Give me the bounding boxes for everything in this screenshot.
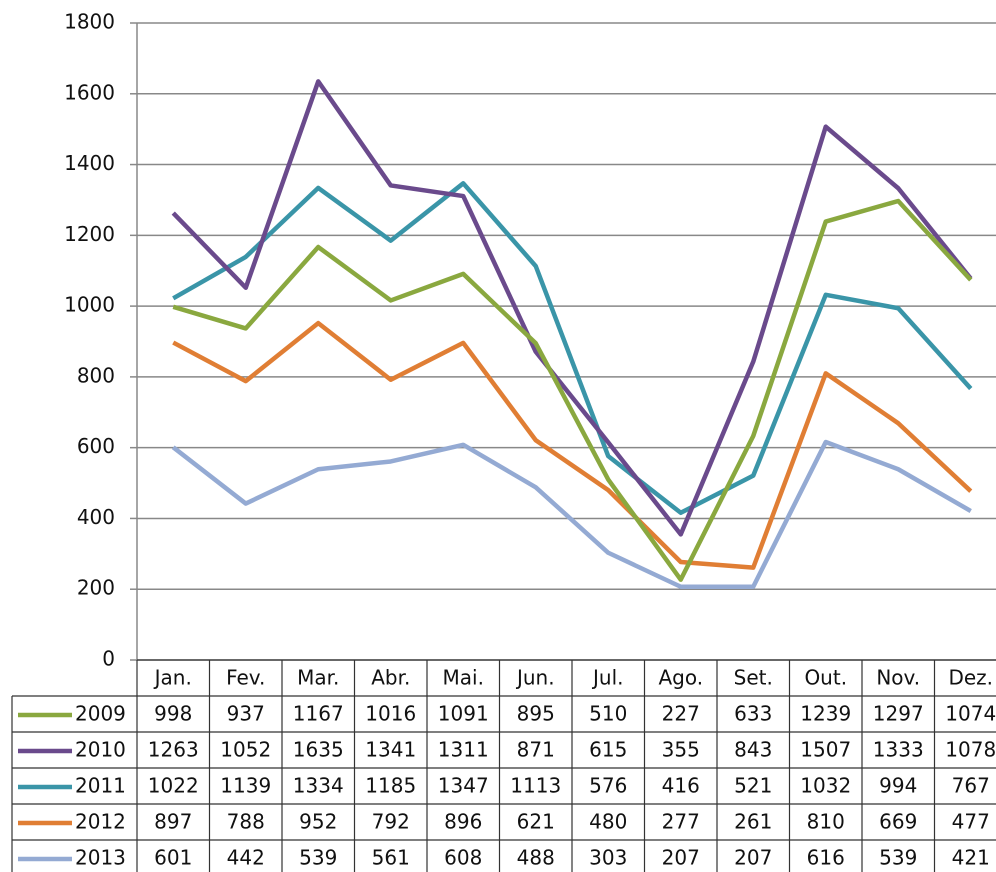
x-tick-label: Mar. [297, 666, 339, 690]
table-value: 1016 [365, 702, 416, 726]
table-value: 1139 [220, 774, 271, 798]
table-value: 1341 [365, 738, 416, 762]
legend-label: 2009 [75, 702, 126, 726]
table-value: 937 [227, 702, 265, 726]
table-value: 277 [662, 810, 700, 834]
table-value: 621 [517, 810, 555, 834]
x-tick-label: Mai. [443, 666, 484, 690]
x-tick-label: Fev. [226, 666, 265, 690]
table-value: 1507 [800, 738, 851, 762]
x-tick-label: Nov. [876, 666, 920, 690]
table-value: 416 [662, 774, 700, 798]
series-line [171, 439, 972, 589]
table-value: 521 [734, 774, 772, 798]
x-tick-label: Jun. [515, 666, 555, 690]
table-value: 1297 [873, 702, 924, 726]
table-value: 355 [662, 738, 700, 762]
table-value: 1185 [365, 774, 416, 798]
x-tick-label: Abr. [371, 666, 410, 690]
y-tick-label: 1400 [64, 151, 115, 175]
table-value: 539 [299, 846, 337, 870]
table-value: 1334 [293, 774, 344, 798]
table-value: 871 [517, 738, 555, 762]
y-tick-label: 1800 [64, 10, 115, 34]
table-value: 767 [952, 774, 990, 798]
table-value: 895 [517, 702, 555, 726]
table-value: 488 [517, 846, 555, 870]
table-value: 896 [444, 810, 482, 834]
table-value: 227 [662, 702, 700, 726]
table-value: 1022 [148, 774, 199, 798]
table-value: 994 [879, 774, 917, 798]
series-line [172, 181, 973, 516]
table-value: 601 [154, 846, 192, 870]
table-value: 1167 [293, 702, 344, 726]
table-value: 442 [227, 846, 265, 870]
table-value: 608 [444, 846, 482, 870]
series-line [172, 320, 973, 570]
table-value: 1333 [873, 738, 924, 762]
table-value: 261 [734, 810, 772, 834]
table-value: 616 [807, 846, 845, 870]
y-tick-label: 1000 [64, 293, 115, 317]
legend-label: 2012 [75, 810, 126, 834]
table-value: 1078 [945, 738, 996, 762]
x-tick-label: Ago. [658, 666, 703, 690]
series-line [171, 79, 973, 537]
table-value: 1263 [148, 738, 199, 762]
table-value: 421 [952, 846, 990, 870]
table-value: 669 [879, 810, 917, 834]
table-value: 539 [879, 846, 917, 870]
table-value: 952 [299, 810, 337, 834]
table-value: 561 [372, 846, 410, 870]
y-tick-label: 800 [77, 363, 115, 387]
legend-label: 2010 [75, 738, 126, 762]
table-value: 998 [154, 702, 192, 726]
table-value: 788 [227, 810, 265, 834]
table-value: 303 [589, 846, 627, 870]
series-line [172, 198, 973, 582]
table-value: 480 [589, 810, 627, 834]
table-value: 576 [589, 774, 627, 798]
table-value: 1091 [438, 702, 489, 726]
table-value: 792 [372, 810, 410, 834]
y-tick-label: 600 [77, 434, 115, 458]
y-tick-label: 400 [77, 505, 115, 529]
table-value: 477 [952, 810, 990, 834]
y-tick-label: 0 [102, 647, 115, 671]
y-tick-label: 1600 [64, 80, 115, 104]
table-value: 1311 [438, 738, 489, 762]
x-tick-label: Dez. [948, 666, 993, 690]
table-value: 1113 [510, 774, 561, 798]
table-value: 207 [734, 846, 772, 870]
x-tick-label: Out. [804, 666, 847, 690]
table-value: 810 [807, 810, 845, 834]
table-value: 633 [734, 702, 772, 726]
table-value: 897 [154, 810, 192, 834]
table-value: 1635 [293, 738, 344, 762]
table-value: 1347 [438, 774, 489, 798]
legend-label: 2013 [75, 846, 126, 870]
x-tick-label: Set. [734, 666, 773, 690]
table-value: 1074 [945, 702, 996, 726]
table-value: 510 [589, 702, 627, 726]
x-tick-label: Jul. [591, 666, 624, 690]
y-tick-label: 1200 [64, 222, 115, 246]
table-value: 1032 [800, 774, 851, 798]
legend-label: 2011 [75, 774, 126, 798]
y-tick-label: 200 [77, 576, 115, 600]
table-value: 615 [589, 738, 627, 762]
table-value: 207 [662, 846, 700, 870]
table-value: 1239 [800, 702, 851, 726]
table-value: 843 [734, 738, 772, 762]
x-tick-label: Jan. [153, 666, 192, 690]
table-value: 1052 [220, 738, 271, 762]
